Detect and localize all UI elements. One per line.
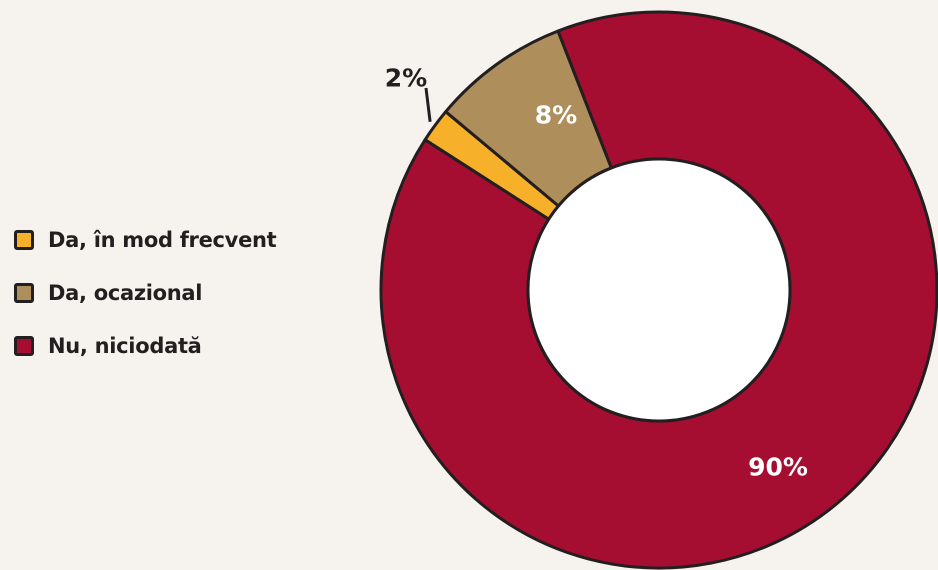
chart-legend: Da, în mod frecvent Da, ocazional Nu, ni… [14, 226, 277, 385]
value-label-frequent: 2% [385, 64, 427, 93]
legend-swatch-occasional [14, 283, 34, 303]
value-label-occasional: 8% [535, 101, 577, 130]
legend-label-frequent: Da, în mod frecvent [48, 228, 277, 252]
value-label-never: 90% [748, 453, 808, 482]
legend-item-frequent: Da, în mod frecvent [14, 226, 277, 254]
legend-item-occasional: Da, ocazional [14, 279, 276, 307]
legend-item-never: Nu, niciodată [14, 332, 276, 360]
legend-swatch-frequent [14, 230, 34, 250]
donut-hole [526, 157, 792, 423]
legend-label-never: Nu, niciodată [48, 334, 202, 358]
legend-label-occasional: Da, ocazional [48, 281, 203, 305]
leader-line-frequent [424, 87, 432, 123]
legend-swatch-never [14, 336, 34, 356]
